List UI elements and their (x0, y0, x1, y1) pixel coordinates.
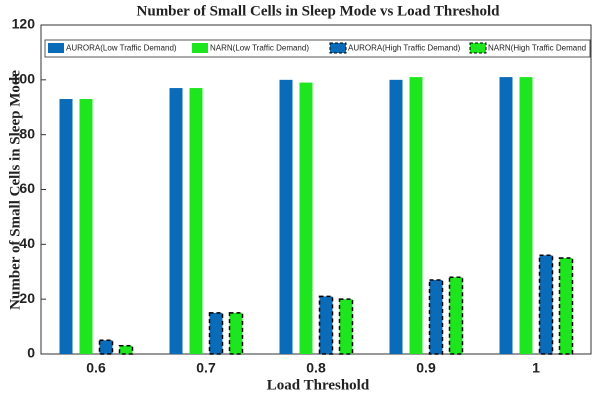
bar (169, 88, 183, 354)
x-tick-label: 0.6 (86, 360, 106, 376)
bar (538, 254, 554, 355)
bar (409, 77, 423, 354)
bar (189, 88, 203, 354)
chart-title: Number of Small Cells in Sleep Mode vs L… (137, 3, 501, 19)
legend-swatch (329, 42, 347, 54)
y-tick-label: 60 (19, 180, 35, 196)
bar (318, 295, 334, 355)
x-tick-label: 1 (532, 360, 540, 376)
legend-swatch (48, 43, 64, 53)
legend-box (44, 39, 591, 58)
y-tick-label: 100 (12, 71, 36, 87)
x-tick-label: 0.7 (196, 360, 216, 376)
legend-swatch (469, 42, 487, 54)
bar (208, 312, 224, 355)
x-axis-label: Load Threshold (267, 377, 370, 393)
bar (519, 77, 533, 354)
y-axis-label: Number of Small Cells in Sleep Mode (7, 70, 23, 310)
bar (98, 339, 114, 355)
legend-label: NARN(Low Traffic Demand) (210, 44, 309, 53)
y-tick-label: 120 (12, 16, 36, 32)
bar (228, 312, 244, 355)
bar (338, 298, 354, 355)
legend-label: AURORA(High Traffic Demand) (348, 44, 461, 53)
bar (79, 99, 93, 355)
bar (428, 279, 444, 355)
bar (118, 345, 134, 355)
legend-label: NARN(High Traffic Demand (488, 44, 586, 53)
y-tick-label: 40 (19, 235, 35, 251)
legend-swatch (192, 43, 208, 53)
bar (299, 82, 313, 354)
x-tick-label: 0.9 (416, 360, 436, 376)
bar (558, 257, 574, 355)
bar (499, 77, 513, 354)
bar (279, 79, 293, 354)
y-tick-label: 0 (27, 345, 35, 361)
bar (389, 79, 403, 354)
y-tick-label: 20 (19, 290, 35, 306)
bar (448, 276, 464, 355)
legend-label: AURORA(Low Traffic Demand) (66, 44, 177, 53)
bar (59, 99, 73, 355)
x-tick-label: 0.8 (306, 360, 326, 376)
y-tick-label: 80 (19, 125, 35, 141)
